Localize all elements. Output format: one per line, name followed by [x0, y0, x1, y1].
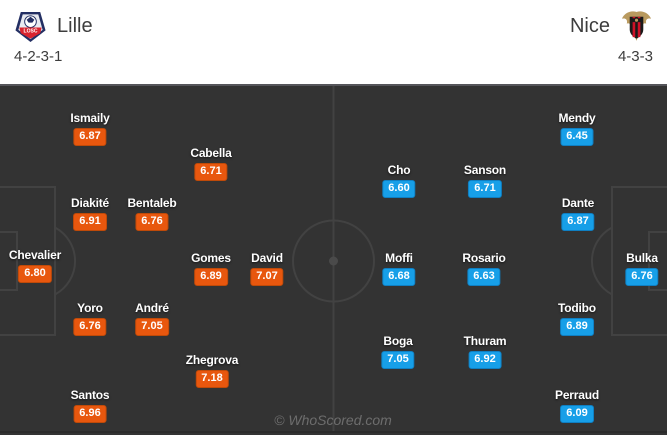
nice-logo-icon: [620, 10, 653, 43]
player-zhegrova[interactable]: Zhegrova 7.18: [186, 353, 238, 388]
player-rating-badge: 6.45: [560, 128, 594, 146]
player-name: André: [135, 301, 169, 315]
player-mendy[interactable]: Mendy 6.45: [558, 111, 596, 146]
player-rating-badge: 6.87: [73, 128, 107, 146]
player-rating-badge: 6.68: [382, 268, 416, 286]
player-name: Chevalier: [8, 248, 62, 262]
player-name: Zhegrova: [185, 353, 239, 367]
player-rating-badge: 6.89: [194, 268, 228, 286]
player-dante[interactable]: Dante 6.87: [561, 196, 595, 231]
match-header: LOSC Lille 4-2-3-1 Nice 4-3-3: [0, 0, 667, 82]
player-bentaleb[interactable]: Bentaleb 6.76: [127, 196, 177, 231]
player-bulka[interactable]: Bulka 6.76: [625, 251, 659, 286]
player-rating-badge: 6.76: [625, 268, 659, 286]
player-name: Boga: [383, 334, 413, 348]
player-rating-badge: 6.80: [18, 265, 52, 283]
player-boga[interactable]: Boga 7.05: [381, 334, 415, 369]
player-name: Santos: [70, 388, 110, 402]
player-perraud[interactable]: Perraud 6.09: [555, 388, 599, 423]
player-rating-badge: 6.96: [73, 405, 107, 423]
player-rating-badge: 6.87: [561, 213, 595, 231]
player-rating-badge: 6.76: [135, 213, 169, 231]
player-yoro[interactable]: Yoro 6.76: [73, 301, 107, 336]
pitch: © WhoScored.com Chevalier 6.80 Ismaily 6.87…: [0, 84, 667, 435]
player-rating-badge: 6.91: [73, 213, 107, 231]
player-name: Bulka: [626, 251, 658, 265]
player-name: Dante: [561, 196, 595, 210]
player-name: Cabella: [190, 146, 232, 160]
player-name: Gomes: [191, 251, 231, 265]
player-todibo[interactable]: Todibo 6.89: [558, 301, 596, 336]
player-rating-badge: 6.60: [382, 180, 416, 198]
player-name: David: [251, 251, 283, 265]
lille-logo-icon: LOSC: [14, 10, 47, 43]
player-rating-badge: 7.07: [250, 268, 284, 286]
player-rosario[interactable]: Rosario 6.63: [462, 251, 506, 286]
player-rating-badge: 7.18: [195, 370, 229, 388]
player-ismaily[interactable]: Ismaily 6.87: [70, 111, 110, 146]
player-name: Mendy: [558, 111, 596, 125]
player-rating-badge: 6.76: [73, 318, 107, 336]
player-name: Yoro: [77, 301, 103, 315]
player-rating-badge: 7.05: [135, 318, 169, 336]
player-gomes[interactable]: Gomes 6.89: [191, 251, 231, 286]
player-andre[interactable]: André 7.05: [135, 301, 169, 336]
player-cabella[interactable]: Cabella 6.71: [190, 146, 232, 181]
player-rating-badge: 6.71: [194, 163, 228, 181]
player-chevalier[interactable]: Chevalier 6.80: [9, 248, 61, 283]
player-name: Ismaily: [70, 111, 110, 125]
player-thuram[interactable]: Thuram 6.92: [464, 334, 507, 369]
player-rating-badge: 6.92: [468, 351, 502, 369]
player-moffi[interactable]: Moffi 6.68: [382, 251, 416, 286]
player-diakite[interactable]: Diakité 6.91: [71, 196, 109, 231]
player-name: Moffi: [385, 251, 413, 265]
away-team-name[interactable]: Nice: [569, 14, 610, 37]
player-sanson[interactable]: Sanson 6.71: [464, 163, 506, 198]
player-name: Sanson: [463, 163, 507, 177]
player-rating-badge: 6.89: [560, 318, 594, 336]
player-rating-badge: 6.63: [467, 268, 501, 286]
home-team-header: LOSC Lille 4-2-3-1: [14, 8, 93, 65]
pitch-markings: [0, 86, 667, 435]
player-cho[interactable]: Cho 6.60: [382, 163, 416, 198]
player-santos[interactable]: Santos 6.96: [71, 388, 110, 423]
player-name: Thuram: [463, 334, 507, 348]
player-david[interactable]: David 7.07: [250, 251, 284, 286]
svg-text:LOSC: LOSC: [24, 28, 38, 34]
player-rating-badge: 6.71: [468, 180, 502, 198]
whoscored-watermark: © WhoScored.com: [274, 412, 392, 428]
away-formation: 4-3-3: [617, 48, 653, 65]
player-name: Perraud: [555, 388, 599, 402]
player-name: Rosario: [462, 251, 506, 265]
player-rating-badge: 7.05: [381, 351, 415, 369]
player-rating-badge: 6.09: [560, 405, 594, 423]
home-formation: 4-2-3-1: [14, 48, 63, 65]
home-team-name[interactable]: Lille: [57, 14, 93, 37]
away-team-header: Nice 4-3-3: [570, 8, 653, 65]
player-name: Cho: [387, 163, 411, 177]
player-name: Bentaleb: [127, 196, 177, 210]
player-name: Todibo: [558, 301, 596, 315]
player-name: Diakité: [71, 196, 109, 210]
